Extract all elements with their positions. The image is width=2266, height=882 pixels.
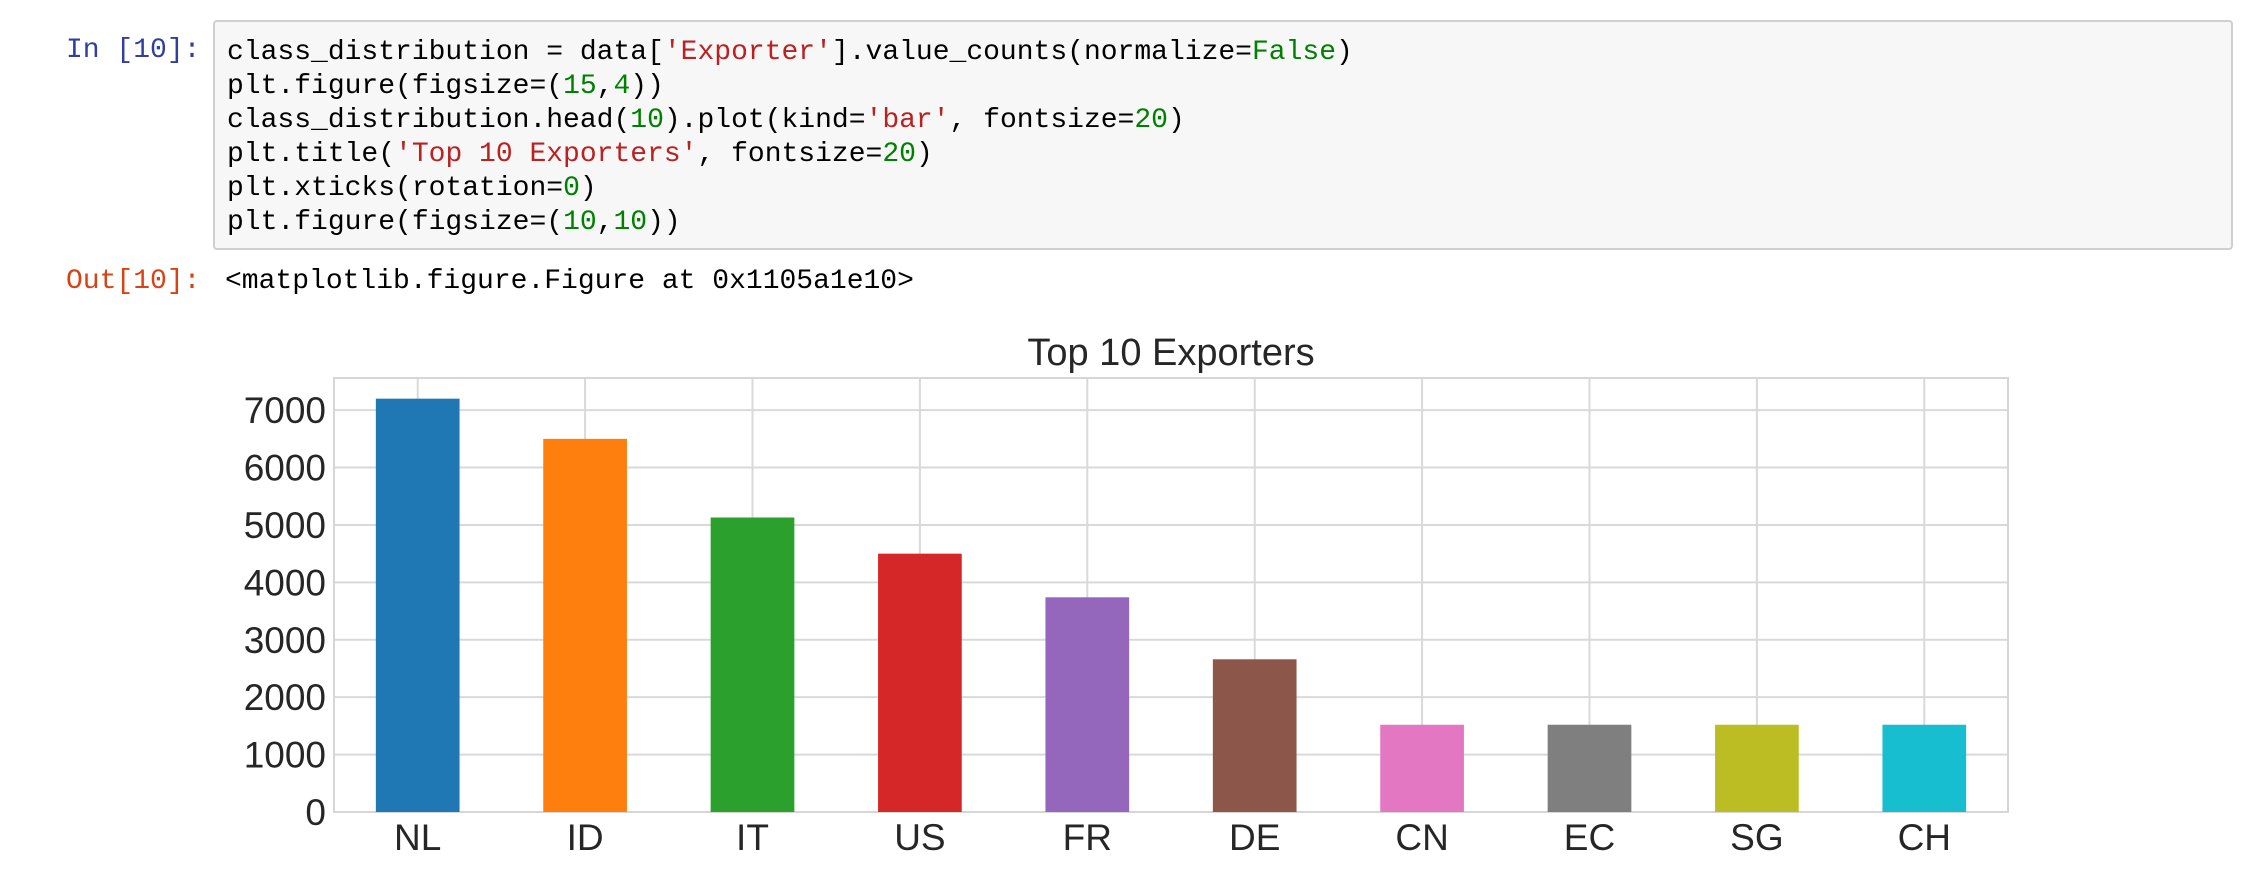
code-token: False [1251, 37, 1336, 68]
bar-nl [375, 398, 460, 812]
code-token: 10 [563, 207, 597, 238]
input-prompt: In [10]: [66, 35, 201, 66]
code-token: ) [1336, 37, 1353, 68]
y-tick-label: 5000 [244, 505, 326, 546]
x-tick-label: IT [736, 817, 769, 858]
code-line: plt.xticks(rotation=0) [227, 173, 597, 204]
x-tick-label: FR [1063, 817, 1112, 858]
code-token: 'Top 10 Exporters' [395, 139, 698, 170]
y-tick-label: 2000 [244, 677, 326, 718]
x-tick-label: CH [1898, 817, 1951, 858]
code-token: ].value_counts(normalize= [831, 37, 1252, 68]
bar-ch [1882, 724, 1967, 812]
code-editor[interactable]: class_distribution = data['Exporter'].va… [227, 36, 1353, 240]
code-token: plt.figure(figsize=( [227, 71, 564, 102]
code-token: 'Exporter' [663, 37, 832, 68]
code-token: 10 [630, 105, 664, 136]
code-token: 4 [613, 71, 631, 102]
code-token: 15 [563, 71, 597, 102]
code-token: ) [579, 173, 597, 204]
x-tick-label: EC [1564, 817, 1615, 858]
x-tick-label: SG [1730, 817, 1783, 858]
bars [375, 398, 1967, 812]
output-text: <matplotlib.figure.Figure at 0x1105a1e10… [225, 266, 914, 297]
x-tick-label: CN [1395, 817, 1448, 858]
bar-de [1212, 659, 1297, 812]
code-token: class_distribution = data[ [227, 37, 664, 68]
code-token: 20 [1134, 105, 1168, 136]
code-token: 20 [882, 139, 916, 170]
code-token: 'bar' [865, 105, 950, 136]
code-token: )) [647, 207, 681, 238]
code-token: , [596, 71, 614, 102]
code-token: ) [915, 139, 933, 170]
x-tick-label: ID [567, 817, 604, 858]
code-token: 0 [563, 173, 580, 204]
y-tick-label: 6000 [244, 448, 326, 489]
bar-cn [1380, 724, 1464, 812]
y-tick-labels: 0 1000 2000 3000 4000 5000 6000 7000 [244, 390, 326, 833]
y-tick-label: 3000 [244, 620, 326, 661]
y-tick-label: 4000 [244, 562, 326, 603]
code-token: plt.title( [227, 139, 396, 170]
bar-id [543, 438, 627, 812]
y-tick-label: 1000 [244, 735, 326, 776]
code-token: , fontsize= [949, 105, 1135, 136]
code-token: , [596, 207, 614, 238]
code-line: plt.figure(figsize=(10,10)) [227, 207, 681, 238]
x-tick-label: NL [394, 817, 441, 858]
x-tick-labels: NL ID IT US FR DE CN EC SG CH [394, 817, 1951, 858]
code-token: ).plot(kind= [663, 105, 866, 136]
code-line: class_distribution.head(10).plot(kind='b… [227, 105, 1185, 136]
x-tick-label: DE [1229, 817, 1280, 858]
code-token: )) [630, 71, 664, 102]
y-tick-label: 0 [305, 792, 326, 833]
bar-it [710, 517, 795, 812]
output-prompt: Out[10]: [66, 266, 201, 297]
code-token: class_distribution.head( [227, 105, 631, 136]
code-token: plt.xticks(rotation= [227, 173, 564, 204]
code-token: 10 [613, 207, 648, 238]
y-tick-label: 7000 [244, 390, 326, 431]
plot-frame [333, 377, 2009, 813]
code-line: plt.title('Top 10 Exporters', fontsize=2… [227, 139, 933, 170]
bar-sg [1715, 724, 1799, 812]
code-cell[interactable]: class_distribution = data['Exporter'].va… [213, 20, 2233, 250]
code-token: ) [1167, 105, 1185, 136]
bar-us [878, 553, 962, 812]
code-token: , fontsize= [697, 139, 883, 170]
code-token: plt.figure(figsize=( [227, 207, 564, 238]
bar-fr [1045, 597, 1130, 812]
code-line: class_distribution = data['Exporter'].va… [227, 37, 1353, 68]
code-line: plt.figure(figsize=(15,4)) [227, 71, 664, 102]
chart-title: Top 10 Exporters [1027, 332, 1314, 374]
x-tick-label: US [894, 817, 945, 858]
bar-ec [1547, 724, 1632, 812]
